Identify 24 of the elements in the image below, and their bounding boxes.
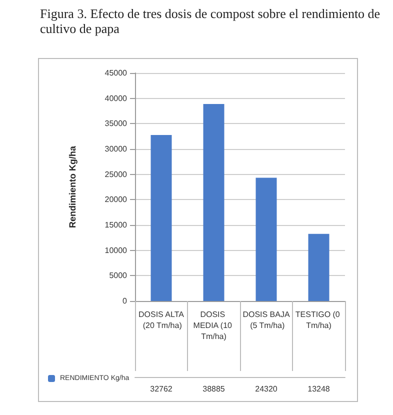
x-tick-label: DOSIS MEDIA (10 Tm/ha) bbox=[193, 310, 234, 341]
y-axis-title: Rendimiento Kg/ha bbox=[68, 145, 78, 228]
y-tick-label: 45000 bbox=[104, 68, 128, 78]
bar bbox=[308, 234, 330, 301]
chart-title: Figura 3. Efecto de tres dosis de compost sobre el rendimiento de cultivo de papa bbox=[40, 6, 382, 36]
data-label: 38885 bbox=[202, 384, 226, 394]
bar bbox=[203, 104, 224, 301]
y-tick-label: 30000 bbox=[104, 144, 128, 154]
y-tick-label: 35000 bbox=[104, 119, 128, 128]
x-tick-label: DOSIS ALTA (20 Tm/ha) bbox=[138, 310, 185, 330]
x-tick-label: TESTIGO (0 Tm/ha) bbox=[295, 310, 342, 330]
bar bbox=[150, 135, 172, 301]
x-tick-label: DOSIS BAJA (5 Tm/ha) bbox=[242, 310, 290, 330]
data-label: 13248 bbox=[308, 384, 330, 394]
y-tick-label: 5000 bbox=[109, 271, 128, 280]
y-tick-label: 10000 bbox=[104, 246, 128, 255]
y-tick-label: 0 bbox=[122, 296, 128, 306]
y-tick-label: 20000 bbox=[104, 195, 128, 204]
y-tick-label: 25000 bbox=[104, 170, 128, 179]
data-label: 24320 bbox=[255, 384, 278, 394]
y-tick-label: 15000 bbox=[104, 220, 128, 230]
bar bbox=[256, 178, 277, 301]
y-tick-label: 40000 bbox=[104, 94, 128, 103]
data-label: 32762 bbox=[150, 384, 173, 394]
